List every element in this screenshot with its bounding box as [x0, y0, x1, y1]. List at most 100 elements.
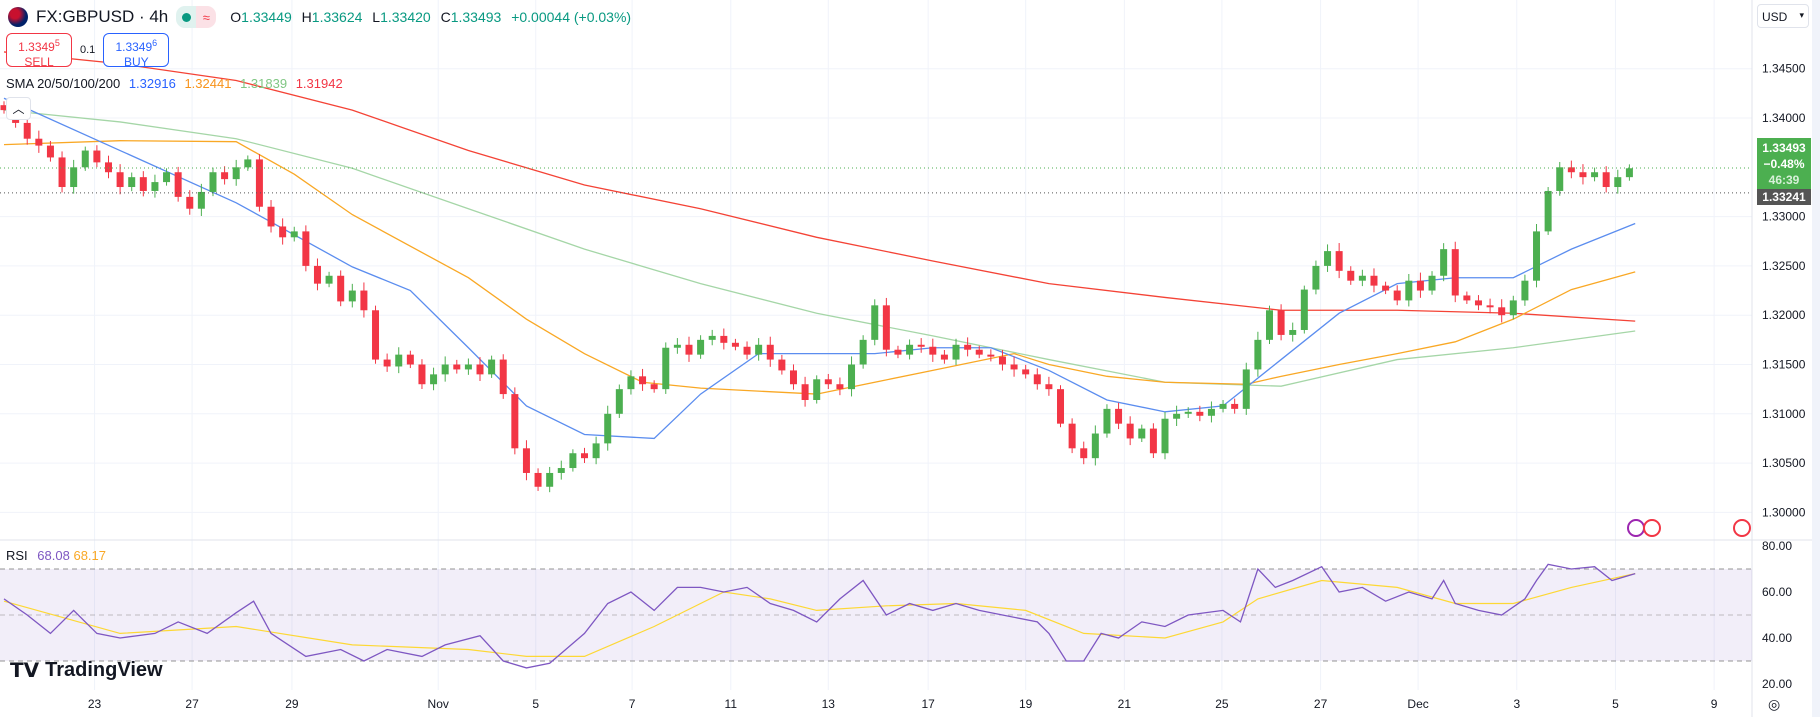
candle: [58, 151, 66, 193]
time-tick-label: 27: [1314, 697, 1328, 711]
candle: [279, 218, 287, 245]
candle-body: [859, 339, 867, 365]
candle-body: [673, 344, 681, 348]
candle: [673, 338, 681, 354]
candle: [255, 154, 263, 212]
tradingview-logo[interactable]: 𝗧𝗩 TradingView: [10, 659, 163, 682]
candle-body: [279, 226, 287, 238]
candle: [1126, 416, 1134, 446]
candle-body: [221, 172, 229, 180]
sma50-line: [3, 140, 1636, 395]
candle-body: [232, 167, 240, 180]
time-tick-label: 19: [1019, 697, 1033, 711]
candle-body: [337, 275, 345, 302]
price-tick-label: 1.30000: [1762, 505, 1806, 519]
candle: [755, 338, 763, 361]
candle-body: [1184, 411, 1192, 414]
close-value: 1.33493: [450, 9, 502, 25]
candle-body: [1474, 300, 1482, 306]
candle-body: [789, 370, 797, 385]
candle: [406, 350, 414, 369]
candle: [813, 375, 821, 404]
candle-body: [406, 354, 414, 365]
collapse-legend-button[interactable]: ︿: [6, 97, 31, 120]
chart-settings-icon[interactable]: ◎: [1768, 696, 1781, 712]
candle: [302, 225, 310, 272]
candle-body: [1149, 428, 1157, 454]
candle: [987, 349, 995, 362]
candle: [1242, 362, 1250, 415]
sma-legend[interactable]: SMA 20/50/100/200 1.32916 1.32441 1.3183…: [6, 76, 343, 91]
data-delay-icon: ≈: [196, 6, 217, 28]
price-tick-label: 1.34000: [1762, 111, 1806, 125]
candle: [1091, 425, 1099, 466]
candle: [882, 297, 890, 357]
candle: [1161, 412, 1169, 460]
sell-button[interactable]: 1.33495 SELL: [6, 33, 72, 69]
sma200-line: [3, 51, 1636, 322]
candle: [476, 357, 484, 382]
right-panel-edge: [1812, 0, 1820, 717]
candle-body: [1602, 172, 1610, 188]
candle-body: [627, 376, 635, 390]
candle: [557, 460, 565, 480]
candle: [952, 338, 960, 365]
candle: [522, 440, 530, 481]
candle: [337, 270, 345, 307]
candle: [418, 359, 426, 390]
candle-body: [1579, 172, 1587, 178]
price-tick-label: 1.31500: [1762, 358, 1806, 372]
candle: [615, 384, 623, 418]
candle-body: [1498, 307, 1506, 316]
currency-select[interactable]: USD ▾: [1757, 4, 1809, 28]
candle: [975, 345, 983, 359]
candle-body: [1521, 280, 1529, 301]
candle-body: [186, 196, 194, 209]
symbol-title[interactable]: FX:GBPUSD · 4h: [36, 7, 169, 26]
candle-body: [290, 231, 298, 238]
candle: [743, 341, 751, 360]
candle: [534, 468, 542, 491]
candle-body: [1091, 433, 1099, 459]
candle-body: [1533, 231, 1541, 281]
candle-body: [569, 453, 577, 469]
candle-body: [894, 349, 902, 355]
time-tick-label: Dec: [1407, 697, 1428, 711]
candle-body: [23, 122, 31, 139]
candle-body: [766, 344, 774, 360]
candle-body: [848, 364, 856, 390]
candle: [1544, 187, 1552, 235]
candle-body: [395, 354, 403, 367]
buy-button[interactable]: 1.33496 BUY: [103, 33, 170, 69]
economic-event-icon: [1733, 519, 1751, 537]
chevron-down-icon: ▾: [1799, 10, 1804, 20]
ohlc-legend: O1.33449 H1.33624 L1.33420 C1.33493 +0.0…: [230, 9, 632, 25]
candle: [720, 328, 728, 350]
candle: [546, 466, 554, 493]
rsi-legend[interactable]: RSI 68.08 68.17: [6, 548, 107, 563]
candle-body: [1556, 167, 1564, 191]
candle: [186, 190, 194, 215]
candle: [1358, 269, 1366, 287]
candle: [1382, 281, 1390, 295]
time-tick-label: 9: [1711, 697, 1718, 711]
market-status[interactable]: ≈: [176, 6, 217, 28]
time-tick-label: 23: [88, 697, 102, 711]
candle: [894, 345, 902, 359]
candle: [998, 349, 1006, 371]
candle: [1068, 418, 1076, 454]
candle-body: [1022, 369, 1030, 375]
rsi-tick-label: 20.00: [1762, 677, 1792, 691]
candle: [104, 155, 112, 179]
candle-body: [267, 206, 275, 227]
candle: [801, 376, 809, 407]
rsi-line: [3, 563, 1636, 669]
candle-body: [1382, 285, 1390, 291]
rsi-value: 68.08: [37, 548, 70, 563]
candle: [1509, 295, 1517, 320]
candle: [383, 353, 391, 372]
candle: [859, 335, 867, 369]
candle-body: [348, 290, 356, 302]
candle: [325, 271, 333, 288]
